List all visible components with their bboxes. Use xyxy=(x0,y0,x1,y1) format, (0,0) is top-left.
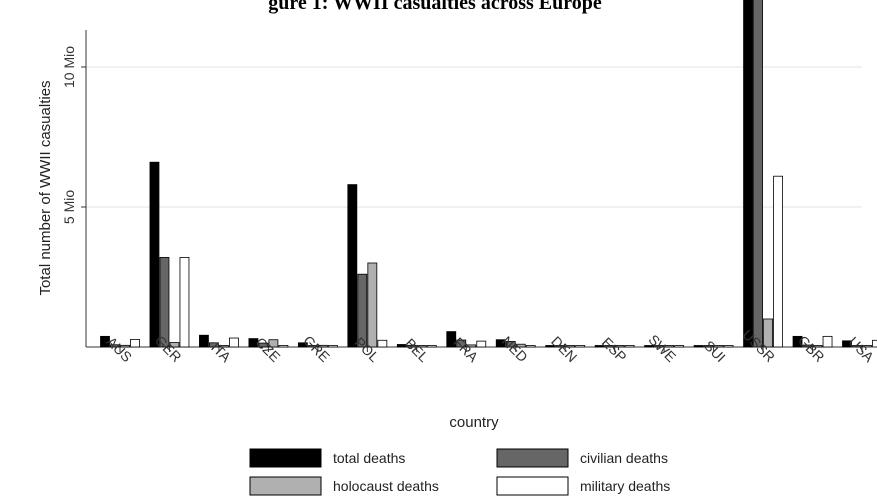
bar-den-holocaust-deaths xyxy=(565,345,576,348)
bar-gre-total-deaths xyxy=(297,342,308,348)
bar-gbr-holocaust-deaths xyxy=(812,345,823,348)
bar-esp-total-deaths xyxy=(594,345,605,348)
bar-gbr-civilian-deaths xyxy=(802,344,813,348)
bar-usa-military-deaths xyxy=(872,339,877,348)
bar-sui-total-deaths xyxy=(693,345,704,348)
legend-swatch-military-deaths xyxy=(496,476,569,496)
bar-den-total-deaths xyxy=(545,345,556,348)
bar-den-military-deaths xyxy=(575,345,586,348)
bar-pol-holocaust-deaths xyxy=(367,262,378,348)
bar-pol-military-deaths xyxy=(377,339,388,348)
bar-swe-holocaust-deaths xyxy=(664,345,675,348)
bar-ned-civilian-deaths xyxy=(505,340,516,348)
y-tick-label: 10 Mio xyxy=(61,46,77,88)
legend-swatch-civilian-deaths xyxy=(496,448,569,468)
x-tick-label: NED xyxy=(499,333,531,365)
bar-sui-military-deaths xyxy=(723,345,734,348)
bar-gre-military-deaths xyxy=(327,345,338,348)
legend-label: civilian deaths xyxy=(580,450,668,466)
x-tick-label: ESP xyxy=(599,334,630,365)
bar-ned-holocaust-deaths xyxy=(515,343,526,348)
bar-ita-holocaust-deaths xyxy=(219,345,229,348)
x-tick-label: SUI xyxy=(701,337,729,365)
legend-swatch-holocaust-deaths xyxy=(249,476,322,496)
bar-swe-military-deaths xyxy=(674,345,685,348)
bar-usa-civilian-deaths xyxy=(852,345,862,348)
bar-cze-total-deaths xyxy=(248,338,259,348)
bar-gre-civilian-deaths xyxy=(307,345,318,348)
legend-label: military deaths xyxy=(580,478,670,494)
bar-esp-holocaust-deaths xyxy=(614,345,625,348)
chart-title: gure 1: WWII casualties across Europe xyxy=(268,0,602,14)
x-tick-label: USA xyxy=(846,333,877,365)
bar-pol-civilian-deaths xyxy=(357,273,368,348)
bar-fra-civilian-deaths xyxy=(456,339,467,348)
bar-swe-civilian-deaths xyxy=(654,345,665,348)
x-axis-label: country xyxy=(449,414,499,431)
y-tick-label: 5 Mio xyxy=(61,190,77,224)
bar-ussr-total-deaths xyxy=(743,0,753,348)
x-tick-label: BEL xyxy=(402,335,432,365)
bar-aus-total-deaths xyxy=(100,335,110,348)
bar-sui-civilian-deaths xyxy=(703,345,714,348)
legend-label: total deaths xyxy=(333,450,405,466)
bar-ned-total-deaths xyxy=(495,339,506,348)
bar-ger-holocaust-deaths xyxy=(169,342,180,348)
bar-ger-total-deaths xyxy=(149,161,160,348)
bar-cze-military-deaths xyxy=(278,345,289,348)
bar-bel-holocaust-deaths xyxy=(416,345,427,348)
x-tick-label: GRE xyxy=(300,332,333,365)
y-axis-label: Total number of WWII casualties xyxy=(37,80,54,295)
bar-pol-total-deaths xyxy=(347,184,358,348)
x-tick-label: SWE xyxy=(645,331,679,365)
bar-swe-total-deaths xyxy=(644,345,655,348)
bar-ger-civilian-deaths xyxy=(159,256,170,348)
bar-esp-civilian-deaths xyxy=(604,345,615,348)
bar-ned-military-deaths xyxy=(525,345,536,348)
bar-fra-holocaust-deaths xyxy=(466,344,477,348)
bar-sui-holocaust-deaths xyxy=(713,345,724,348)
legend-label: holocaust deaths xyxy=(333,478,439,494)
bar-usa-holocaust-deaths xyxy=(862,345,872,348)
bar-gbr-total-deaths xyxy=(792,335,803,348)
bar-den-civilian-deaths xyxy=(555,345,566,348)
bar-bel-military-deaths xyxy=(426,345,437,348)
bar-ger-military-deaths xyxy=(179,256,190,348)
gridlines xyxy=(86,66,862,208)
bar-aus-holocaust-deaths xyxy=(120,344,130,348)
legend-swatch-total-deaths xyxy=(249,448,322,468)
bar-ita-total-deaths xyxy=(199,334,209,348)
bars xyxy=(100,0,877,348)
bar-gre-holocaust-deaths xyxy=(317,344,328,348)
bar-aus-military-deaths xyxy=(130,339,140,348)
bar-aus-civilian-deaths xyxy=(110,344,120,348)
bar-fra-military-deaths xyxy=(476,340,487,348)
bar-ussr-military-deaths xyxy=(773,175,783,348)
bar-ita-civilian-deaths xyxy=(209,342,219,348)
bar-ussr-holocaust-deaths xyxy=(763,318,773,348)
bar-esp-military-deaths xyxy=(624,345,635,348)
bar-ita-military-deaths xyxy=(229,337,239,348)
bar-fra-total-deaths xyxy=(446,331,457,348)
bar-bel-civilian-deaths xyxy=(406,344,417,348)
bar-bel-total-deaths xyxy=(396,344,407,348)
bar-gbr-military-deaths xyxy=(822,335,833,348)
bar-ussr-civilian-deaths xyxy=(753,0,763,348)
bar-cze-civilian-deaths xyxy=(258,342,269,348)
bar-cze-holocaust-deaths xyxy=(268,339,279,348)
bar-usa-total-deaths xyxy=(842,340,852,348)
legend: total deaths civilian deaths holocaust dea… xyxy=(249,448,670,496)
x-tick-label: DEN xyxy=(548,333,580,365)
